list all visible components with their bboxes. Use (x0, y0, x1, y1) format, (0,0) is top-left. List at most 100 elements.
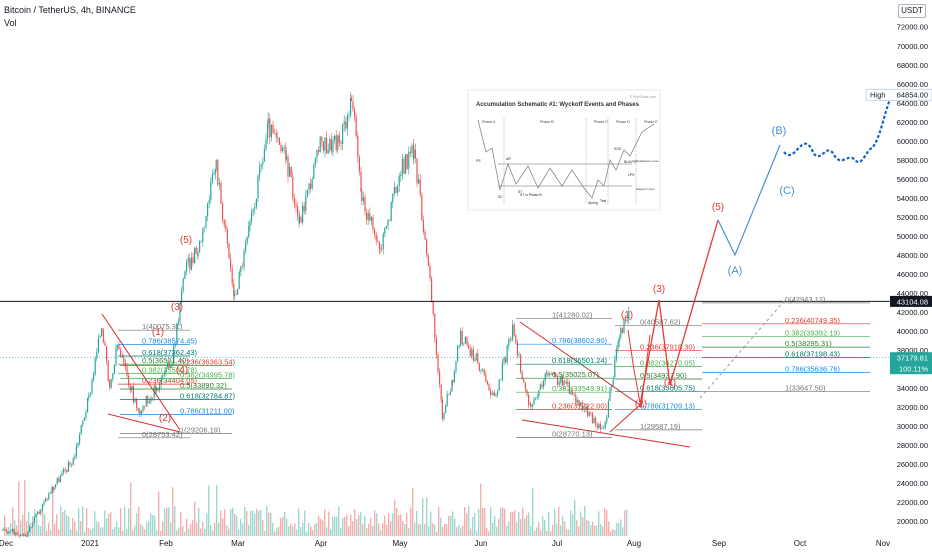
candle (604, 420, 606, 431)
candle (10, 529, 12, 532)
candle (82, 420, 84, 428)
candlesticks (2, 91, 630, 539)
candle (179, 300, 181, 326)
volume-bar (66, 515, 68, 536)
candle (182, 277, 184, 294)
candle (625, 314, 627, 325)
candle (217, 158, 219, 187)
volume-bar (476, 531, 478, 536)
volume-bar (516, 522, 518, 536)
candle (426, 248, 428, 259)
volume-bar (182, 526, 184, 536)
candle (593, 415, 595, 424)
candle (297, 202, 299, 221)
candle (275, 129, 277, 144)
candle (77, 441, 79, 448)
candle (248, 220, 250, 239)
candle (414, 143, 416, 163)
volume-bar (554, 508, 556, 536)
time-tick-label: May (392, 539, 407, 548)
candle (237, 288, 239, 296)
volume-bar (444, 524, 446, 536)
candle (483, 368, 485, 377)
candle (140, 409, 142, 417)
volume-indicator-label[interactable]: Vol (4, 18, 17, 28)
candle (366, 208, 368, 225)
fib-level-label: 0(28753.42) (142, 430, 183, 439)
elliott-wave-label: (1) (152, 327, 164, 338)
candle (621, 327, 623, 334)
candle (18, 534, 20, 539)
volume-bar (124, 506, 126, 536)
volume-bar (226, 525, 228, 536)
candle (12, 528, 14, 534)
candle (547, 371, 549, 378)
candle (51, 485, 53, 493)
candle (472, 345, 474, 363)
candle (512, 320, 514, 342)
candle (211, 169, 213, 185)
candle (8, 531, 10, 535)
candle (372, 214, 374, 234)
candle (598, 422, 600, 430)
candle (553, 371, 555, 378)
candle (147, 394, 149, 407)
candle (500, 379, 502, 381)
fib-level-label: 0.382(33549.91) (552, 384, 608, 393)
volume-bar (310, 526, 312, 536)
elliott-wave-label: (5) (180, 235, 192, 246)
volume-bar (544, 519, 546, 536)
volume-bar (158, 491, 160, 536)
candle (411, 142, 413, 158)
candle (561, 374, 563, 387)
price-tick-label: 34000.00 (897, 384, 928, 393)
candle (587, 404, 589, 418)
candle (260, 163, 262, 172)
volume-bar (540, 530, 542, 536)
volume-bar (334, 516, 336, 536)
candle (265, 133, 267, 152)
candle (563, 380, 565, 390)
candle (518, 351, 520, 357)
volume-bar (134, 525, 136, 536)
volume-bar (204, 529, 206, 536)
fib-level-label: 1(33647.50) (785, 383, 826, 392)
volume-bar (600, 524, 602, 536)
fib-level-label: 0.786(35636.76) (785, 364, 841, 373)
abc-wave-label: (C) (779, 185, 794, 197)
price-tick-label: 62000.00 (897, 118, 928, 127)
projection-path (783, 99, 892, 163)
candle (160, 375, 162, 389)
price-tick-label: 38000.00 (897, 346, 928, 355)
fib-level-label: 0.236(31722.00) (552, 402, 608, 411)
candle (38, 509, 40, 515)
candle (367, 209, 369, 225)
volume-bar (208, 485, 210, 536)
volume-bar (416, 511, 418, 536)
candle (176, 322, 178, 346)
volume-bar (40, 526, 42, 536)
price-tick-label: 70000.00 (897, 42, 928, 51)
volume-bar (298, 508, 300, 536)
candle (358, 154, 360, 176)
symbol-title[interactable]: Bitcoin / TetherUS, 4h, BINANCE (4, 5, 136, 15)
volume-bar (122, 530, 124, 536)
fib-level-label: 0.618(36501.24) (552, 356, 608, 365)
candle (254, 202, 256, 215)
volume-bar (450, 515, 452, 536)
candle (488, 382, 490, 391)
candle (269, 114, 271, 144)
candle (186, 258, 188, 276)
volume-bar (586, 519, 588, 536)
volume-bar (18, 481, 20, 536)
volume-bar (302, 522, 304, 536)
price-tick-label: 52000.00 (897, 213, 928, 222)
currency-button[interactable]: USDT (898, 4, 926, 18)
candle (184, 269, 186, 279)
candle (583, 405, 585, 413)
volume-bar (52, 487, 54, 536)
candle (200, 240, 202, 243)
volume-bar (620, 519, 622, 536)
candle (113, 364, 115, 375)
